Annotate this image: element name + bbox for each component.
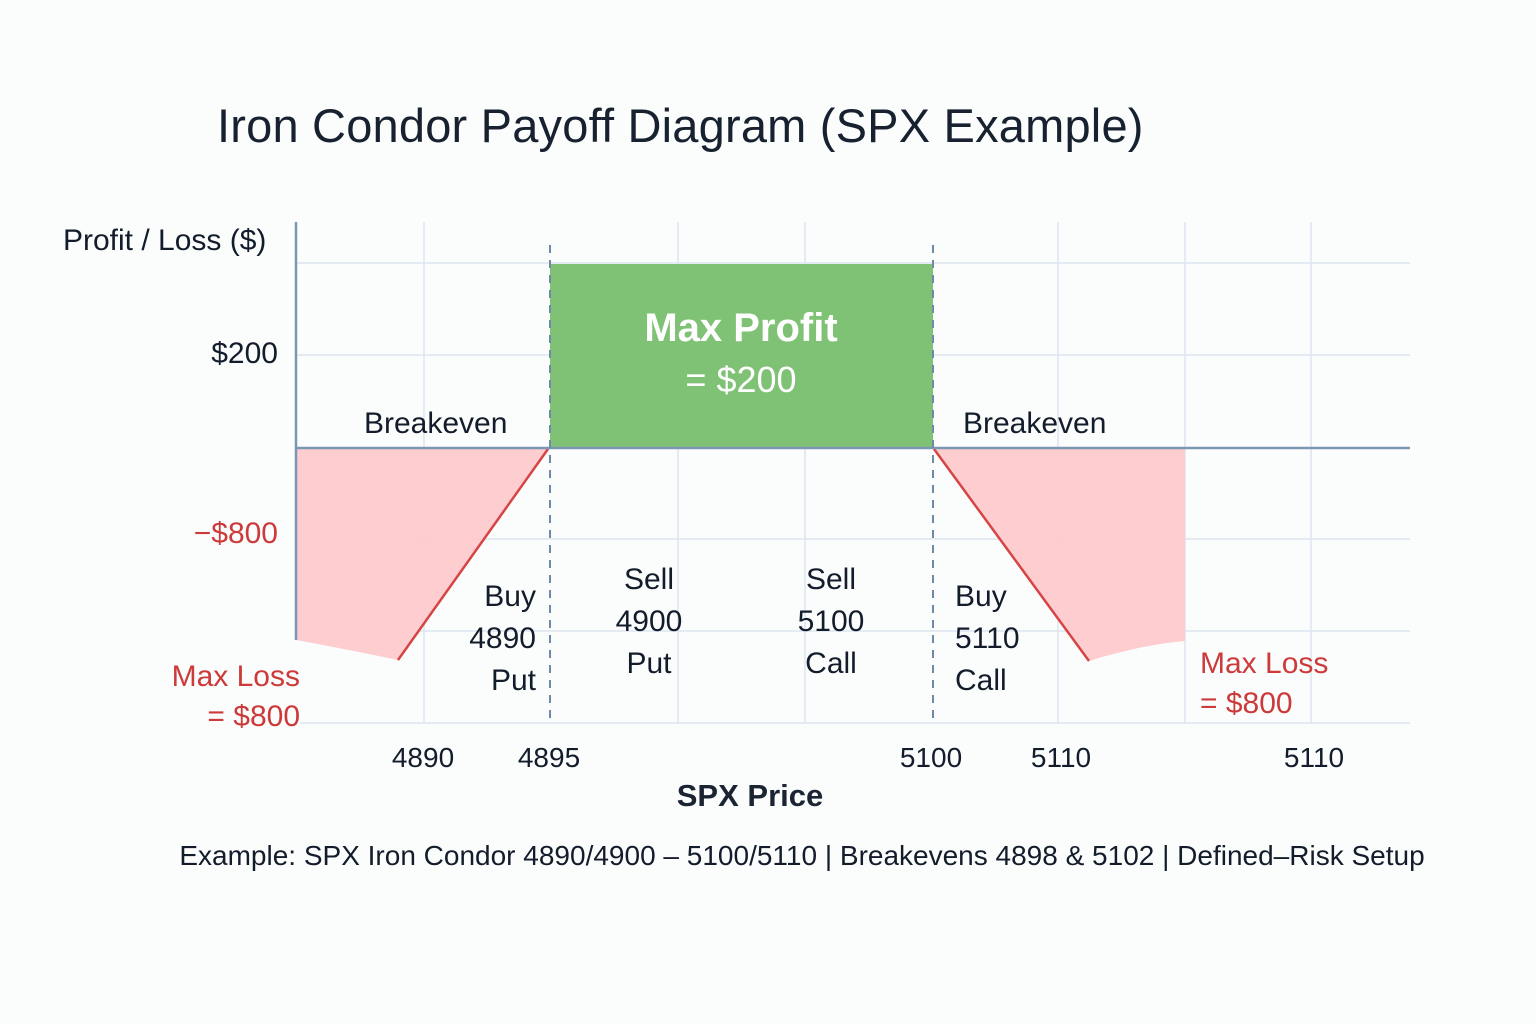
leg-type: Call — [805, 647, 857, 680]
breakeven-right-label: Breakeven — [963, 407, 1107, 440]
max-loss-value: = $800 — [207, 700, 300, 733]
leg-strike: 4900 — [615, 605, 683, 638]
max-profit-title: Max Profit — [644, 306, 838, 350]
x-tick-5110: 5110 — [1030, 742, 1092, 773]
x-tick-4890: 4890 — [391, 742, 455, 773]
max-loss-value: = $800 — [1200, 687, 1293, 720]
leg-buy-call: Buy 5110 Call — [955, 576, 1020, 702]
leg-action: Sell — [623, 563, 675, 596]
leg-type: Call — [955, 664, 1007, 697]
leg-strike: 5100 — [797, 605, 865, 638]
x-tick-5110-far: 5110 — [1283, 742, 1345, 773]
max-profit-label: Max Profit = $200 — [644, 302, 837, 406]
caption: Example: SPX Iron Condor 4890/4900 – 510… — [179, 840, 1425, 871]
max-loss-right-label: Max Loss = $800 — [1200, 644, 1328, 724]
y-tick-200: $200 — [211, 337, 278, 370]
leg-strike: 4890 — [469, 622, 536, 655]
max-profit-area — [550, 264, 933, 448]
loss-area-left — [296, 448, 548, 660]
leg-action: Sell — [805, 563, 857, 596]
leg-strike: 5110 — [955, 622, 1020, 655]
leg-type: Put — [626, 647, 672, 680]
leg-sell-put: Sell 4900 Put — [616, 559, 683, 685]
leg-action: Buy — [484, 580, 536, 613]
loss-line-left — [396, 448, 550, 661]
y-axis-label: Profit / Loss ($) — [63, 224, 267, 257]
x-tick-4895: 4895 — [517, 742, 581, 773]
leg-type: Put — [490, 664, 536, 697]
x-tick-5100: 5100 — [899, 742, 963, 773]
breakeven-left-label: Breakeven — [364, 407, 508, 440]
chart-title: Iron Condor Payoff Diagram (SPX Example) — [217, 99, 1144, 152]
max-loss-title: Max Loss — [171, 660, 300, 693]
leg-action: Buy — [955, 580, 1007, 613]
loss-line-right — [932, 448, 1091, 662]
x-axis-label: SPX Price — [676, 778, 824, 813]
leg-sell-call: Sell 5100 Call — [798, 559, 865, 685]
y-tick-neg-800: −$800 — [193, 517, 278, 550]
loss-area-right — [933, 448, 1185, 661]
max-loss-title: Max Loss — [1200, 647, 1329, 680]
leg-buy-put: Buy 4890 Put — [440, 576, 536, 702]
max-loss-left-label: Max Loss = $800 — [140, 657, 300, 737]
max-profit-value: = $200 — [685, 359, 797, 400]
